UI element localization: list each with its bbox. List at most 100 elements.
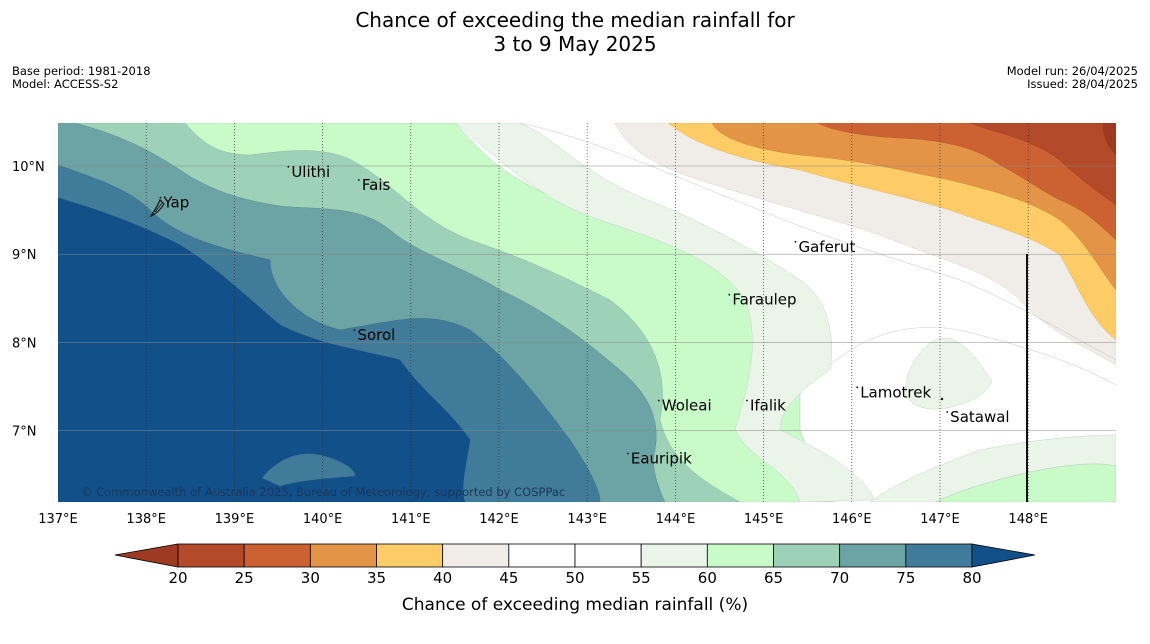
latitude-labels: 10°N 9°N 8°N 7°N (12, 160, 45, 440)
model-text: Model: ACCESS-S2 (12, 77, 119, 91)
island-dot-icon (357, 179, 360, 181)
longitude-label: 144°E (656, 512, 696, 527)
longitude-label: 137°E (38, 512, 78, 527)
island-dot-icon (794, 240, 797, 243)
colorbar-tick-label: 50 (565, 569, 584, 587)
colorbar-bins (177, 543, 973, 568)
colorbar-bin (773, 543, 841, 568)
place-name: Satawal (950, 408, 1009, 426)
title-line-2: 3 to 9 May 2025 (493, 32, 657, 56)
colorbar-over-arrow (971, 543, 1036, 568)
colorbar-tick-label: 60 (698, 569, 717, 587)
base-period-text: Base period: 1981-2018 (12, 64, 151, 78)
place-eauripik: Eauripik (626, 449, 692, 467)
island-dot-icon (940, 397, 944, 401)
contour-under-20 (1102, 123, 1116, 156)
colorbar-tick-label: 25 (235, 569, 254, 587)
colorbar-legend: 20 25 30 35 40 45 50 55 60 65 70 75 80 Chance of exc… (114, 543, 1036, 615)
place-name: Ifalik (750, 397, 786, 415)
island-dot-icon (728, 293, 731, 296)
colorbar-bin (376, 543, 444, 568)
colorbar-tick-label: 45 (499, 569, 518, 587)
place-labels: Yap Ulithi Fais Gaferut Faraulep Sorol Lamotre… (159, 163, 1010, 467)
island-dot-icon (287, 165, 290, 168)
island-dot-icon (946, 411, 949, 413)
colorbar-tick-label: 40 (433, 569, 452, 587)
contour-bottom-right-green-2 (934, 463, 1116, 502)
yap-island-icon (149, 198, 165, 218)
colorbar-tick-label: 80 (962, 569, 981, 587)
place-name: Fais (362, 176, 391, 194)
latitude-label: 7°N (12, 425, 37, 440)
longitude-label: 148°E (1008, 512, 1048, 527)
longitude-label: 143°E (567, 512, 607, 527)
title-line-1: Chance of exceeding the median rainfall … (355, 8, 795, 32)
island-dot-icon (159, 196, 162, 199)
contour-20-25 (969, 123, 1116, 206)
contour-25-30 (817, 123, 1116, 241)
contour-over-80 (58, 197, 471, 502)
longitude-label: 138°E (126, 512, 166, 527)
contour-55-60 (454, 123, 876, 502)
place-name: Sorol (357, 326, 395, 344)
colorbar-tick-label: 30 (301, 569, 320, 587)
longitude-label: 145°E (744, 512, 784, 527)
map-title: Chance of exceeding the median rainfall … (0, 8, 1150, 56)
longitude-label: 146°E (832, 512, 872, 527)
copyright-text: © Commonwealth of Australia 2025, Bureau… (81, 485, 565, 499)
colorbar-bin (640, 543, 708, 568)
colorbar-tick-label: 70 (830, 569, 849, 587)
colorbar-bin (706, 543, 774, 568)
colorbar-bin (309, 543, 377, 568)
colorbar-under-arrow (114, 543, 179, 568)
issued-text: Issued: 28/04/2025 (1027, 77, 1138, 91)
place-name: Yap (162, 194, 189, 212)
contour-blob-75-80 (261, 453, 356, 487)
island-dot-icon (856, 386, 859, 389)
place-name: Woleai (662, 397, 712, 415)
place-lamotrek: Lamotrek (856, 383, 931, 401)
contour-line-white-2 (829, 327, 1116, 386)
island-dot-icon (657, 399, 660, 402)
latitude-label: 10°N (12, 160, 45, 175)
colorbar-title: Chance of exceeding median rainfall (%) (402, 595, 748, 615)
meta-info-left: Base period: 1981-2018 Model: ACCESS-S2 (12, 65, 151, 91)
place-name: Gaferut (798, 238, 855, 256)
place-name: Eauripik (631, 449, 692, 467)
place-ulithi: Ulithi (287, 163, 330, 181)
place-name: Ulithi (291, 163, 330, 181)
colorbar-tick-label: 35 (367, 569, 386, 587)
place-woleai: Woleai (657, 397, 712, 415)
island-dot-icon (626, 452, 629, 455)
longitude-label: 147°E (920, 512, 960, 527)
island-dot-icon (353, 329, 356, 331)
place-yap: Yap (159, 194, 189, 212)
colorbar-bin (839, 543, 907, 568)
longitude-label: 141°E (391, 512, 431, 527)
colorbar-bin (243, 543, 311, 568)
longitude-label: 142°E (479, 512, 519, 527)
place-name: Lamotrek (860, 383, 931, 401)
latitude-label: 9°N (12, 248, 37, 263)
place-sorol: Sorol (353, 326, 395, 344)
colorbar-tick-label: 75 (896, 569, 915, 587)
longitude-labels: 137°E 138°E 139°E 140°E 141°E 142°E 143°E 144°E… (38, 512, 1048, 527)
place-fais: Fais (357, 176, 391, 194)
place-name: Faraulep (732, 291, 796, 309)
place-faraulep: Faraulep (728, 291, 797, 309)
place-satawal: Satawal (946, 408, 1010, 426)
colorbar-tick-label: 65 (764, 569, 783, 587)
colorbar-tick-labels: 20 25 30 35 40 45 50 55 60 65 70 75 80 (168, 569, 981, 587)
island-dot-icon (746, 399, 748, 402)
colorbar-bin (442, 543, 510, 568)
meta-info-right: Model run: 26/04/2025 Issued: 28/04/2025 (1007, 65, 1138, 91)
model-run-text: Model run: 26/04/2025 (1006, 64, 1138, 78)
graticule (58, 123, 1116, 502)
longitude-label: 140°E (303, 512, 343, 527)
colorbar-bin (177, 543, 245, 568)
place-gaferut: Gaferut (794, 238, 855, 256)
longitude-label: 139°E (215, 512, 255, 527)
colorbar-bin (905, 543, 973, 568)
place-ifalik: Ifalik (746, 397, 786, 415)
